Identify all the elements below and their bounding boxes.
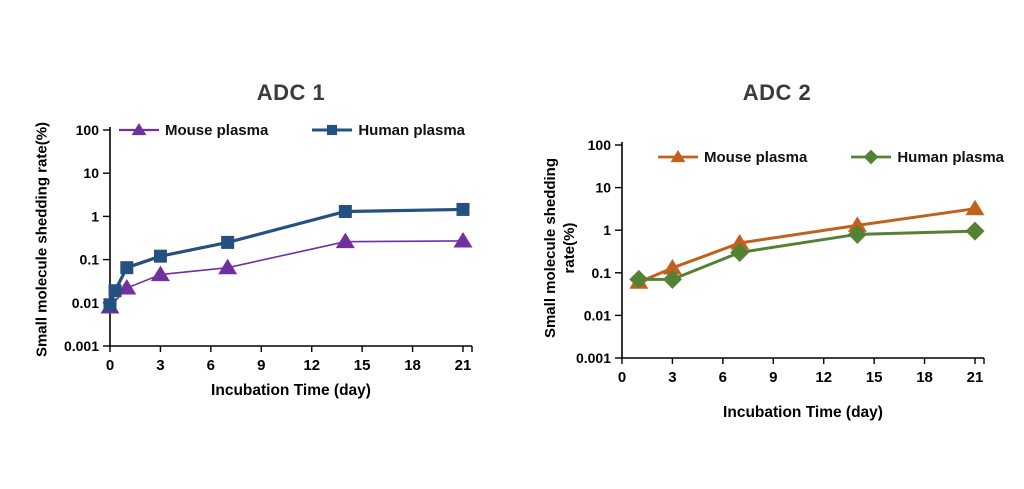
legend: Mouse plasma Human plasma: [647, 147, 1013, 167]
series-line: [638, 229, 976, 281]
diamond-marker: [730, 242, 750, 262]
y-tick-label: 10: [83, 165, 99, 181]
triangle-marker: [662, 258, 682, 275]
x-tick-label: 18: [916, 369, 933, 386]
x-tick-label: 0: [618, 369, 626, 386]
diamond-marker: [847, 224, 867, 244]
legend-label: Mouse plasma: [164, 121, 269, 139]
x-tick-label: 12: [303, 357, 320, 374]
square-marker: [327, 124, 338, 136]
x-tick-label: 18: [404, 357, 421, 374]
y-tick-label: 1: [91, 208, 99, 224]
x-axis-title: Incubation Time (day): [723, 404, 883, 421]
square-marker: [221, 235, 235, 249]
diamond-marker: [863, 149, 879, 165]
triangle-marker: [453, 231, 473, 248]
legend-item: Mouse plasma: [656, 147, 807, 167]
y-tick-label: 0.001: [576, 350, 611, 366]
legend-item: Mouse plasma: [117, 120, 268, 140]
chart-title-adc2: ADC 2: [742, 80, 812, 105]
diamond-legend-icon: [851, 149, 892, 165]
triangle-marker: [670, 149, 686, 163]
x-tick-label: 3: [668, 369, 676, 386]
x-tick-label: 3: [156, 357, 164, 374]
y-tick-label: 100: [588, 137, 612, 153]
legend-item: Human plasma: [310, 120, 465, 140]
triangle-marker: [730, 234, 750, 250]
triangle-marker: [218, 258, 238, 275]
legend-label: Human plasma: [897, 148, 1005, 166]
y-tick-label: 0.1: [592, 265, 612, 281]
triangle-legend-icon: [118, 122, 159, 136]
triangle-legend-icon: [657, 149, 698, 163]
x-tick-label: 15: [866, 369, 883, 386]
diamond-marker: [965, 221, 985, 241]
diamond-marker: [629, 269, 649, 289]
plot-area: 100 10 1 0.1 0.01 0.001 0 3 6 9 12 15 18 21: [576, 137, 985, 386]
x-axis-title: Incubation Time (day): [211, 382, 371, 399]
chart-title-adc1: ADC 1: [256, 80, 326, 105]
legend-label: Human plasma: [358, 121, 466, 139]
adc2-chart-panel: ADC 2 Small molecule shedding rate(%) Mo…: [530, 78, 1020, 458]
y-tick-label: 0.001: [64, 338, 99, 354]
square-marker: [456, 202, 470, 216]
x-tick-label: 9: [769, 369, 777, 386]
plot-area: 100 10 1 0.1 0.01 0.001 0 3 6 9 12 15 18 21: [64, 122, 473, 374]
square-legend-icon: [312, 124, 353, 136]
triangle-marker: [847, 216, 867, 232]
square-marker: [103, 298, 117, 312]
triangle-marker: [117, 279, 137, 295]
x-tick-label: 21: [967, 369, 984, 386]
square-marker: [120, 261, 134, 275]
y-tick-label: 1: [603, 222, 611, 238]
y-tick-label: 0.01: [72, 295, 99, 311]
legend: Mouse plasma Human plasma: [110, 120, 472, 140]
triangle-marker: [965, 199, 985, 216]
legend-label: Mouse plasma: [703, 148, 808, 166]
x-tick-label: 21: [455, 357, 472, 374]
square-marker: [153, 249, 167, 263]
x-tick-label: 15: [354, 357, 371, 374]
square-marker: [338, 204, 352, 218]
y-tick-label: 100: [76, 122, 100, 138]
x-tick-label: 6: [207, 357, 215, 374]
square-marker: [108, 284, 122, 298]
y-tick-label: 10: [595, 180, 611, 196]
legend-item: Human plasma: [849, 147, 1004, 167]
triangle-marker: [150, 265, 170, 282]
x-tick-label: 12: [815, 369, 832, 386]
diamond-marker: [662, 269, 682, 289]
y-tick-label: 0.1: [80, 252, 100, 268]
adc1-chart-panel: ADC 1 Small molecule shedding rate(%) Mo…: [20, 78, 508, 444]
x-tick-label: 6: [719, 369, 727, 386]
triangle-marker: [131, 122, 147, 136]
x-tick-label: 9: [257, 357, 265, 374]
triangle-marker: [335, 232, 355, 249]
x-tick-label: 0: [106, 357, 114, 374]
y-tick-label: 0.01: [584, 307, 611, 323]
